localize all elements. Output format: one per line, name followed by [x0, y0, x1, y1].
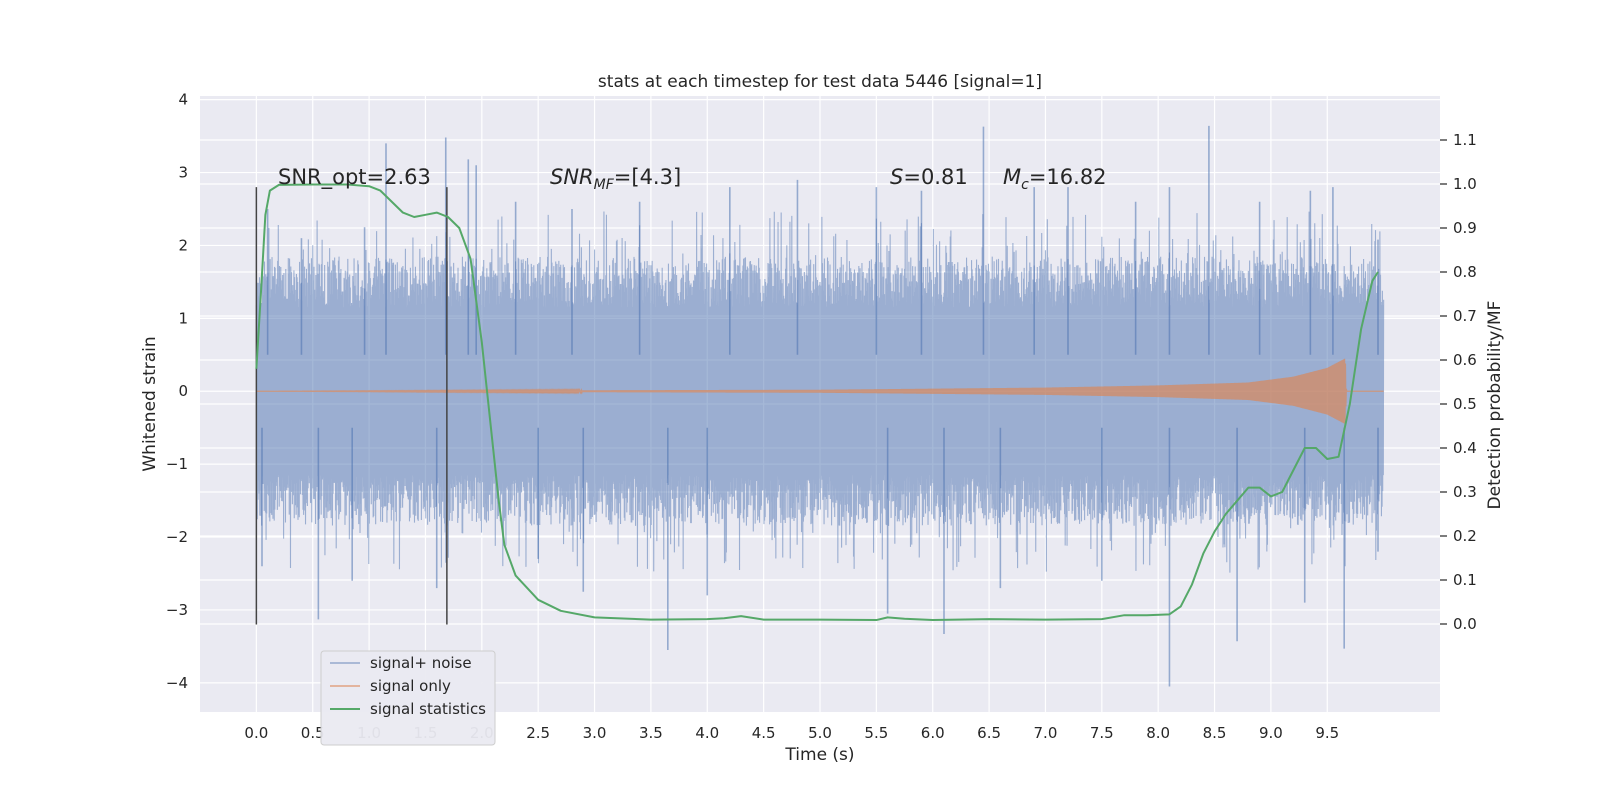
x-tick-label-18: 9.0	[1259, 724, 1283, 742]
y-tick-label-7: 3	[178, 164, 188, 182]
y-tick-label-8: 4	[178, 91, 188, 109]
x-tick-label-11: 5.5	[864, 724, 888, 742]
y-tick-label-3: −1	[166, 455, 188, 473]
y-axis-title: Whitened strain	[140, 336, 160, 471]
x-tick-label-7: 3.5	[639, 724, 663, 742]
annotation-snr-mf: SNRMF=[4.3]	[550, 165, 681, 193]
y2-tick-label-3: 0.3	[1453, 483, 1477, 501]
x-axis-title: Time (s)	[784, 745, 854, 765]
y-tick-label-6: 2	[178, 236, 188, 254]
mc-subscript: c	[1021, 177, 1029, 193]
y-tick-label-4: 0	[178, 382, 188, 400]
x-tick-label-19: 9.5	[1315, 724, 1339, 742]
legend-label-signal-noise: signal+ noise	[370, 654, 472, 672]
mc-value: =16.82	[1029, 165, 1107, 189]
y-right-axis-title: Detection probability/MF	[1485, 301, 1505, 510]
y2-tick-label-2: 0.2	[1453, 527, 1477, 545]
x-tick-label-5: 2.5	[526, 724, 550, 742]
snr-mf-label: SNR	[550, 165, 594, 189]
y2-tick-label-8: 0.8	[1453, 263, 1477, 281]
x-tick-label-16: 8.0	[1146, 724, 1170, 742]
s-value: =0.81	[903, 165, 967, 189]
x-tick-label-8: 4.0	[695, 724, 719, 742]
y-tick-label-0: −4	[166, 674, 188, 692]
series-signal-only	[256, 358, 1384, 424]
x-tick-label-15: 7.5	[1090, 724, 1114, 742]
s-label: S	[890, 165, 903, 189]
x-tick-label-13: 6.5	[977, 724, 1001, 742]
legend-label-signal-statistics: signal statistics	[370, 700, 486, 718]
y2-tick-label-11: 1.1	[1453, 131, 1477, 149]
signal-statistics-line	[255, 183, 1379, 622]
y2-tick-label-0: 0.0	[1453, 615, 1477, 633]
y2-tick-label-5: 0.5	[1453, 395, 1477, 413]
y2-tick-label-10: 1.0	[1453, 175, 1477, 193]
snr-mf-value: =[4.3]	[614, 165, 681, 189]
y2-tick-label-1: 0.1	[1453, 571, 1477, 589]
x-tick-label-17: 8.5	[1203, 724, 1227, 742]
x-tick-label-14: 7.0	[1034, 724, 1058, 742]
x-tick-label-6: 3.0	[583, 724, 607, 742]
y2-tick-label-4: 0.4	[1453, 439, 1477, 457]
signal-only-line	[256, 358, 1384, 424]
y2-tick-label-7: 0.7	[1453, 307, 1477, 325]
vertical-markers	[255, 187, 448, 625]
annotation-mc: Mc=16.82	[1003, 165, 1107, 193]
x-tick-label-0: 0.0	[244, 724, 268, 742]
series-signal-noise	[255, 125, 1385, 687]
y-tick-label-2: −2	[166, 528, 188, 546]
legend-box	[320, 650, 496, 746]
snr-mf-subscript: MF	[594, 177, 615, 193]
annotation-snr-opt: SNR_opt=2.63	[278, 165, 431, 190]
legend-label-signal-only: signal only	[370, 677, 451, 695]
y-tick-label-5: 1	[178, 309, 188, 327]
mc-label: M	[1003, 165, 1021, 189]
x-tick-label-9: 4.5	[752, 724, 776, 742]
y-axis-ticks: −4 −3 −2 −1 0 1 2 3 4	[166, 91, 188, 692]
legend: signal+ noise signal only signal statist…	[320, 650, 496, 746]
series-signal-statistics	[255, 183, 1379, 622]
y2-tick-label-6: 0.6	[1453, 351, 1477, 369]
x-tick-label-12: 6.0	[921, 724, 945, 742]
chart-title: stats at each timestep for test data 544…	[598, 72, 1042, 92]
y-right-axis-ticks: 0.0 0.1 0.2 0.3 0.4 0.5 0.6 0.7 0.8 0.9 1.0 1.1	[1440, 131, 1477, 633]
y2-tick-label-9: 0.9	[1453, 219, 1477, 237]
x-tick-label-1: 0.5	[301, 724, 325, 742]
annotation-s: S=0.81	[890, 165, 968, 189]
y-tick-label-1: −3	[166, 601, 188, 619]
x-tick-label-10: 5.0	[808, 724, 832, 742]
signal-noise-line	[255, 211, 1385, 573]
